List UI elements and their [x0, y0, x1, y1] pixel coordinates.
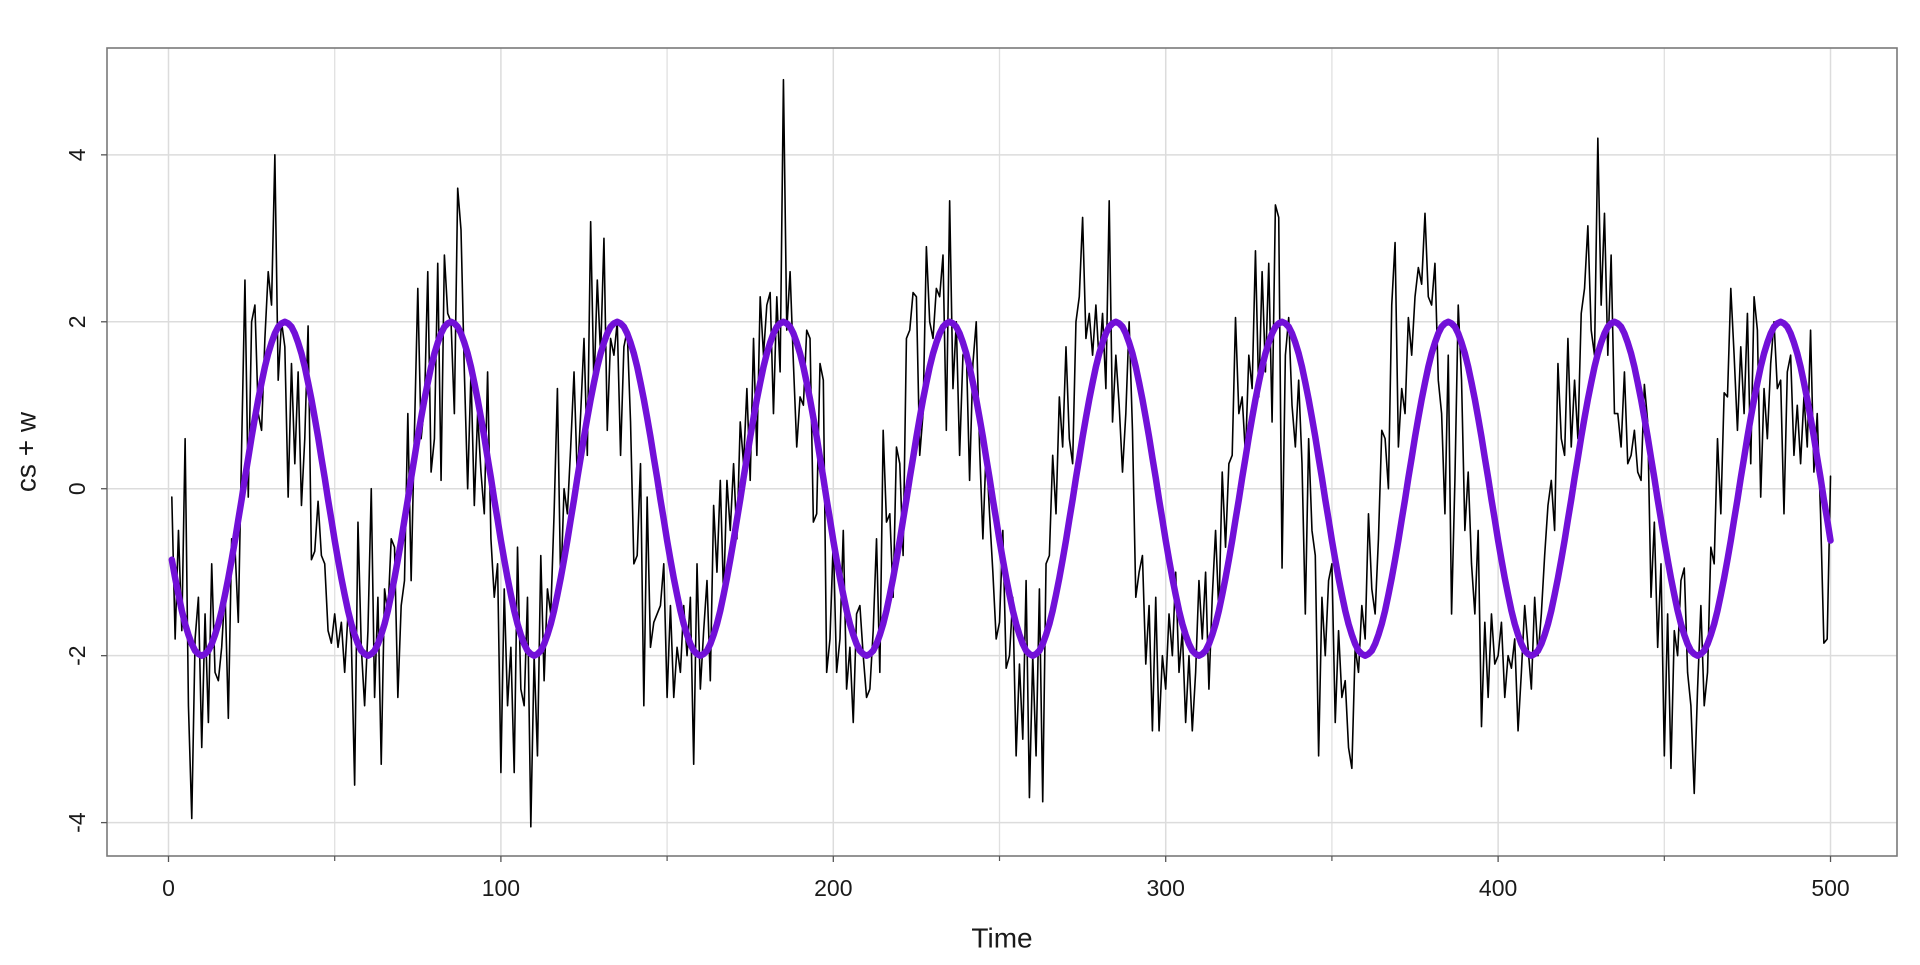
x-axis-title: Time: [971, 922, 1032, 953]
y-tick-label: -2: [64, 645, 90, 665]
y-axis-title: cs + w: [10, 411, 41, 492]
series-line: [171, 78, 1832, 828]
y-tick-label: 0: [64, 482, 90, 495]
panel-border: [106, 47, 1898, 857]
plot-area: [168, 78, 1834, 828]
y-tick-label: 4: [64, 148, 90, 161]
x-tick-label: 100: [482, 875, 520, 901]
x-tick-label: 300: [1147, 875, 1185, 901]
x-tick-label: 400: [1479, 875, 1517, 901]
axes: 0 100 200 300 400 500 -4 -2 0 2 4: [64, 148, 1850, 901]
x-tick-label: 500: [1811, 875, 1849, 901]
x-tick-label: 200: [814, 875, 852, 901]
series-line: [168, 318, 1834, 659]
grid: [107, 48, 1897, 856]
y-tick-label: 2: [64, 315, 90, 328]
x-tick-label: 0: [162, 875, 175, 901]
y-tick-label: -4: [64, 812, 90, 833]
